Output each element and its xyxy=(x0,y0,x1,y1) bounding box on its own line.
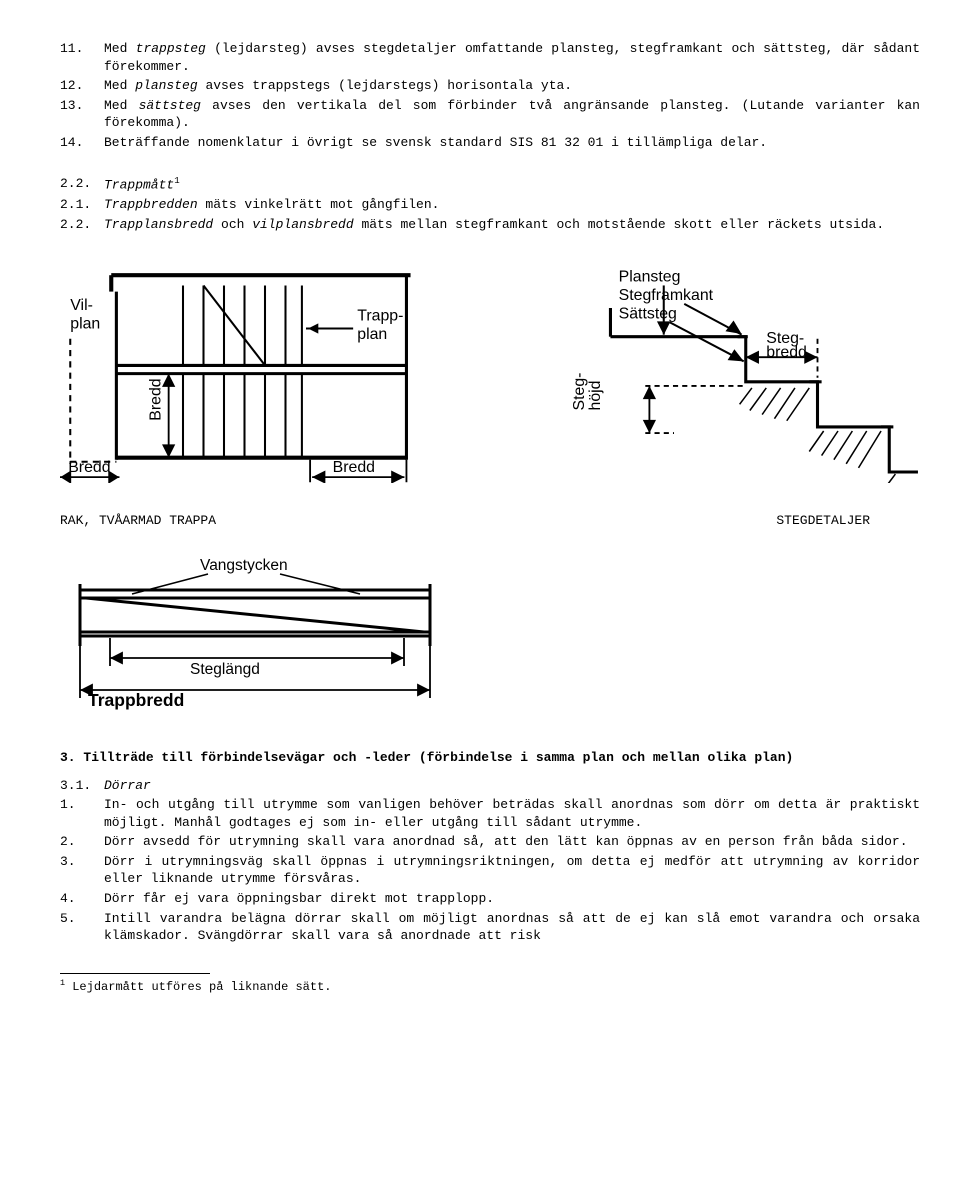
label-bredd-right: Bredd xyxy=(333,459,375,476)
item-text: Trappmått1 xyxy=(104,175,920,194)
label-stegframkant: Stegframkant xyxy=(619,287,714,304)
item-number: 1. xyxy=(60,796,104,831)
item-number: 4. xyxy=(60,890,104,908)
item-number: 2. xyxy=(60,833,104,851)
list-item: 2.2.Trappmått1 xyxy=(60,175,920,194)
list-item: 1.In- och utgång till utrymme som vanlig… xyxy=(60,796,920,831)
footnote: 1 Lejdarmått utföres på liknande sätt. xyxy=(60,978,920,995)
label-vangstycken: Vangstycken xyxy=(200,557,288,574)
item-number: 2.2. xyxy=(60,175,104,194)
list-item: 2.Dörr avsedd för utrymning skall vara a… xyxy=(60,833,920,851)
caption-right: STEGDETALJER xyxy=(776,512,920,530)
label-bredd-mid: Bredd xyxy=(147,379,164,421)
label-trappplan2: plan xyxy=(357,326,387,343)
label-trappplan: Trapp- xyxy=(357,308,403,325)
item-text: Trapplansbredd och vilplansbredd mäts me… xyxy=(104,216,920,234)
item-text: Intill varandra belägna dörrar skall om … xyxy=(104,910,920,945)
item-number: 11. xyxy=(60,40,104,75)
figure-step-detail: Plansteg Stegframkant Sättsteg Steg- bre… xyxy=(510,267,920,488)
item-text: Dörr får ej vara öppningsbar direkt mot … xyxy=(104,890,920,908)
label-trappbredd: Trappbredd xyxy=(88,690,184,710)
figure-captions: RAK, TVÅARMAD TRAPPA STEGDETALJER xyxy=(60,512,920,530)
label-steglangd: Steglängd xyxy=(190,661,260,678)
label-stegbredd2: bredd xyxy=(766,344,807,361)
figure-stair-plan: Vil- plan Trapp- plan Bredd xyxy=(60,267,470,488)
label-bredd-left: Bredd xyxy=(68,459,110,476)
item-number: 13. xyxy=(60,97,104,132)
item-text: Beträffande nomenklatur i övrigt se sven… xyxy=(104,134,920,152)
label-plansteg: Plansteg xyxy=(619,269,681,286)
list-item: 11.Med trappsteg (lejdarsteg) avses steg… xyxy=(60,40,920,75)
item-text: Med trappsteg (lejdarsteg) avses stegdet… xyxy=(104,40,920,75)
label-sattsteg: Sättsteg xyxy=(619,306,677,323)
item-text: Med plansteg avses trappstegs (lejdarste… xyxy=(104,77,920,95)
item-number: 12. xyxy=(60,77,104,95)
label-vilplan2: plan xyxy=(70,316,100,333)
item-text: Dörr i utrymningsväg skall öppnas i utry… xyxy=(104,853,920,888)
label-steghojd2: höjd xyxy=(587,381,604,411)
item-number: 2.1. xyxy=(60,196,104,214)
list-item: 2.2.Trapplansbredd och vilplansbredd mät… xyxy=(60,216,920,234)
list-item: 14.Beträffande nomenklatur i övrigt se s… xyxy=(60,134,920,152)
caption-left: RAK, TVÅARMAD TRAPPA xyxy=(60,512,216,530)
figure-stair-length: Vangstycken Steglängd xyxy=(60,554,460,720)
list-item: 12.Med plansteg avses trappstegs (lejdar… xyxy=(60,77,920,95)
figures-row: Vil- plan Trapp- plan Bredd xyxy=(60,267,920,488)
section-3-title: 3. Tillträde till förbindelsevägar och -… xyxy=(60,749,920,767)
item-number: 2.2. xyxy=(60,216,104,234)
subsection-head: 3.1.Dörrar xyxy=(60,777,920,795)
list-item: 2.1.Trappbredden mäts vinkelrätt mot gån… xyxy=(60,196,920,214)
item-text: Dörr avsedd för utrymning skall vara ano… xyxy=(104,833,920,851)
item-number: 5. xyxy=(60,910,104,945)
list-item: 3.Dörr i utrymningsväg skall öppnas i ut… xyxy=(60,853,920,888)
list-item: 5.Intill varandra belägna dörrar skall o… xyxy=(60,910,920,945)
item-number: 3. xyxy=(60,853,104,888)
item-number: 14. xyxy=(60,134,104,152)
list-item: 13.Med sättsteg avses den vertikala del … xyxy=(60,97,920,132)
label-vilplan: Vil- xyxy=(70,297,93,314)
list-item: 4.Dörr får ej vara öppningsbar direkt mo… xyxy=(60,890,920,908)
item-text: In- och utgång till utrymme som vanligen… xyxy=(104,796,920,831)
footnote-rule xyxy=(60,973,210,974)
label-steghojd1: Steg- xyxy=(571,373,588,411)
item-text: Med sättsteg avses den vertikala del som… xyxy=(104,97,920,132)
item-text: Trappbredden mäts vinkelrätt mot gångfil… xyxy=(104,196,920,214)
